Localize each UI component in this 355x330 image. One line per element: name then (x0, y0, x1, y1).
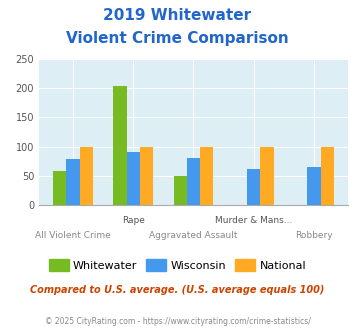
Bar (174, 176, 187, 205)
Bar (307, 167, 321, 205)
Bar (66, 159, 80, 205)
Text: Robbery: Robbery (295, 231, 333, 240)
Text: Violent Crime Comparison: Violent Crime Comparison (66, 31, 289, 46)
Text: All Violent Crime: All Violent Crime (35, 231, 111, 240)
Bar (113, 85, 127, 205)
Text: © 2025 CityRating.com - https://www.cityrating.com/crime-statistics/: © 2025 CityRating.com - https://www.city… (45, 317, 310, 326)
Text: Rape: Rape (122, 216, 144, 225)
Bar (260, 147, 274, 205)
Bar (127, 152, 140, 205)
Text: Aggravated Assault: Aggravated Assault (149, 231, 238, 240)
Bar (53, 172, 66, 205)
Bar (247, 169, 260, 205)
Text: 2019 Whitewater: 2019 Whitewater (103, 8, 252, 23)
Bar (140, 147, 153, 205)
Legend: Whitewater, Wisconsin, National: Whitewater, Wisconsin, National (44, 255, 311, 275)
Bar (187, 158, 200, 205)
Text: Murder & Mans...: Murder & Mans... (215, 216, 293, 225)
Text: Compared to U.S. average. (U.S. average equals 100): Compared to U.S. average. (U.S. average … (30, 285, 325, 295)
Bar (321, 147, 334, 205)
Bar (80, 147, 93, 205)
Bar (200, 147, 213, 205)
